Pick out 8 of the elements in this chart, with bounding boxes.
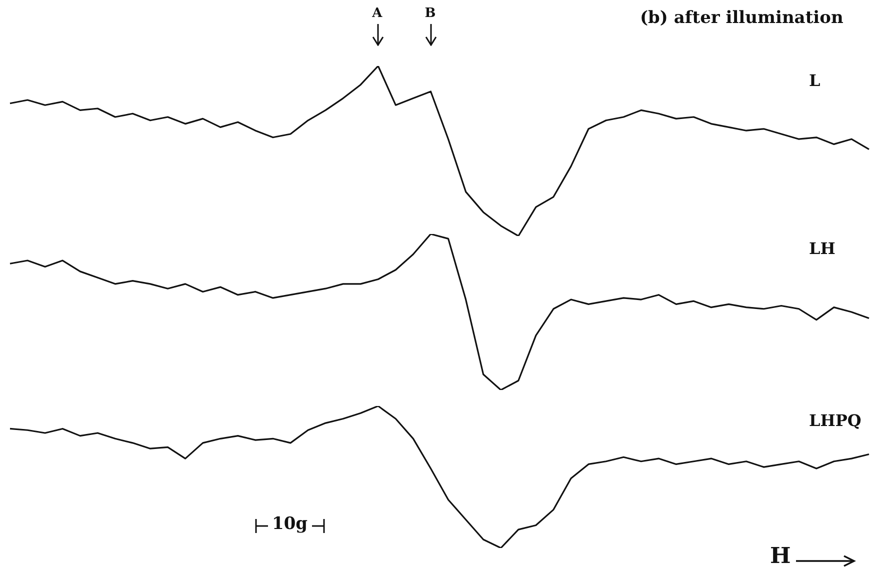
series-label: LHPQ: [809, 411, 862, 430]
text: B: [424, 6, 436, 21]
annotation: H: [770, 543, 791, 569]
text: A: [372, 6, 382, 21]
annotation: 10g: [272, 514, 308, 534]
text: L: [809, 71, 820, 90]
chart-title: (b) after illumination: [640, 8, 844, 28]
text: LH: [809, 239, 836, 258]
